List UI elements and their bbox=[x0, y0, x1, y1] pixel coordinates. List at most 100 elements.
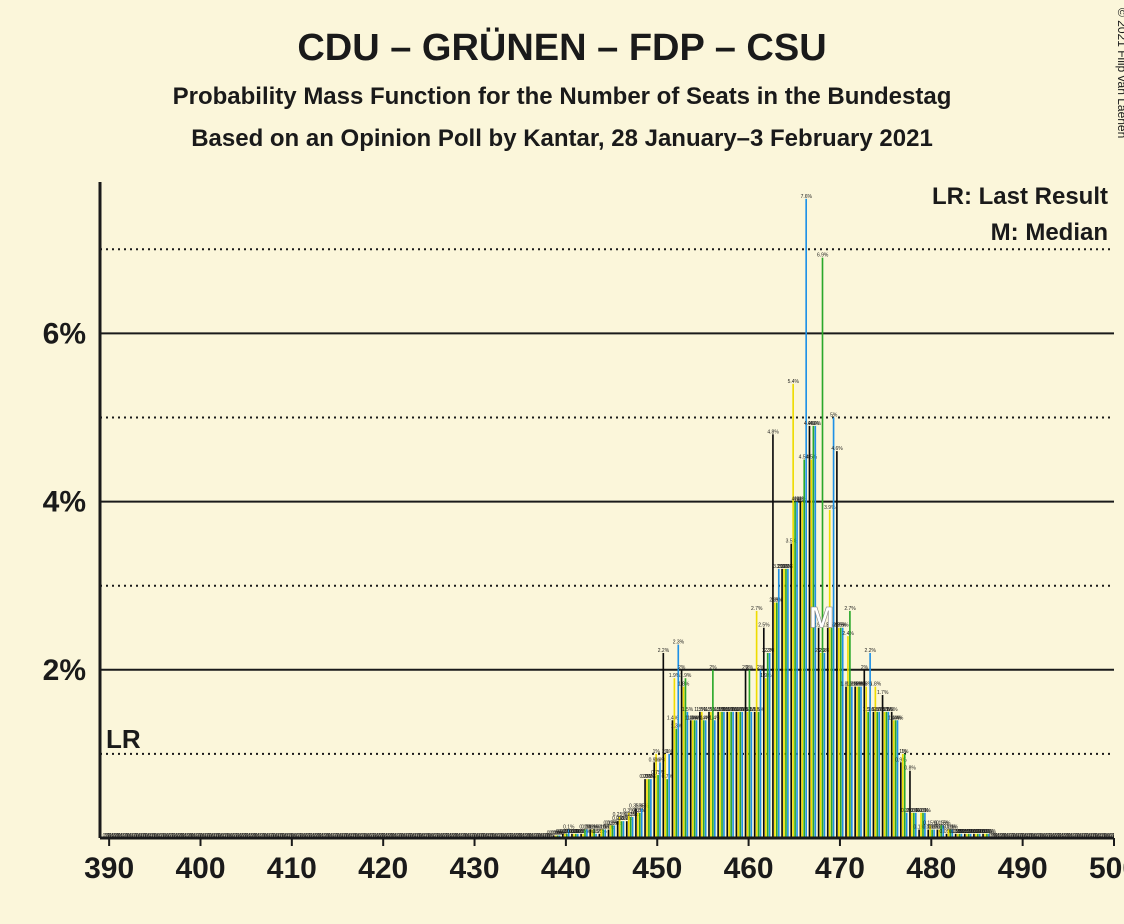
bar bbox=[818, 628, 820, 838]
bar bbox=[659, 762, 661, 838]
chart-subtitle-2: Based on an Opinion Poll by Kantar, 28 J… bbox=[191, 125, 933, 152]
bar bbox=[623, 821, 625, 838]
bar bbox=[699, 712, 701, 838]
bar bbox=[801, 502, 803, 838]
bar-value-label: 1.4% bbox=[892, 715, 904, 721]
bar-value-label: 5% bbox=[830, 412, 838, 418]
bar bbox=[639, 813, 641, 838]
bar-value-label: 1.8% bbox=[678, 682, 690, 688]
bar bbox=[685, 678, 687, 838]
last-result-marker: LR bbox=[106, 724, 141, 754]
bar bbox=[906, 813, 908, 838]
bar bbox=[719, 712, 721, 838]
bar bbox=[641, 809, 643, 838]
bar bbox=[632, 817, 634, 838]
bar bbox=[648, 779, 650, 838]
bar bbox=[895, 720, 897, 838]
bar bbox=[863, 670, 865, 838]
bar bbox=[690, 720, 692, 838]
bar bbox=[888, 712, 890, 838]
bar bbox=[811, 460, 813, 838]
bar bbox=[741, 712, 743, 838]
bar bbox=[827, 628, 829, 838]
bar bbox=[739, 712, 741, 838]
x-axis-tick-label: 440 bbox=[541, 852, 591, 885]
bar bbox=[882, 695, 884, 838]
pmf-bar-chart: CDU – GRÜNEN – FDP – CSU Probability Mass… bbox=[0, 0, 1124, 924]
x-axis-tick-label: 400 bbox=[175, 852, 225, 885]
bar-value-label: 4.8% bbox=[767, 429, 779, 435]
bar bbox=[662, 653, 664, 838]
bar bbox=[790, 544, 792, 838]
bar-value-label: 1.9% bbox=[680, 673, 692, 679]
bar bbox=[726, 712, 728, 838]
x-axis-tick-label: 470 bbox=[815, 852, 865, 885]
bar bbox=[840, 628, 842, 838]
y-axis-tick-label: 2% bbox=[43, 654, 86, 687]
bar bbox=[708, 712, 710, 838]
bar-value-label: 2.7% bbox=[751, 606, 763, 612]
bar bbox=[767, 653, 769, 838]
bar bbox=[860, 687, 862, 838]
bar bbox=[856, 687, 858, 838]
bar bbox=[792, 384, 794, 838]
bar bbox=[838, 628, 840, 838]
bar bbox=[736, 712, 738, 838]
bar bbox=[657, 775, 659, 838]
bar-value-label: 6.9% bbox=[817, 253, 829, 259]
bar bbox=[778, 569, 780, 838]
bar-value-label: 1.5% bbox=[682, 707, 694, 713]
bar bbox=[692, 720, 694, 838]
bar bbox=[769, 653, 771, 838]
chart-title: CDU – GRÜNEN – FDP – CSU bbox=[297, 26, 826, 69]
bar bbox=[717, 712, 719, 838]
bar bbox=[781, 569, 783, 838]
bar bbox=[655, 754, 657, 838]
bar bbox=[829, 510, 831, 838]
x-axis-tick-label: 500 bbox=[1089, 852, 1124, 885]
bar bbox=[721, 712, 723, 838]
chart-subtitle-1: Probability Mass Function for the Number… bbox=[173, 83, 952, 110]
bar bbox=[728, 712, 730, 838]
bar bbox=[626, 821, 628, 838]
bar-value-label: 4.6% bbox=[831, 446, 843, 452]
bar bbox=[745, 670, 747, 838]
bar bbox=[897, 720, 899, 838]
bar bbox=[849, 611, 851, 838]
bar bbox=[787, 569, 789, 838]
bar bbox=[712, 670, 714, 838]
copyright-label: © 2021 Filip van Laenen bbox=[1115, 8, 1124, 138]
bar bbox=[749, 670, 751, 838]
bar-value-label: 2.2% bbox=[865, 648, 877, 654]
bar bbox=[650, 779, 652, 838]
bar bbox=[723, 712, 725, 838]
bar bbox=[681, 670, 683, 838]
bar bbox=[845, 687, 847, 838]
x-axis-tick-label: 430 bbox=[450, 852, 500, 885]
bar bbox=[920, 813, 922, 838]
bar-value-label: 0.8% bbox=[904, 766, 916, 772]
bar bbox=[674, 678, 676, 838]
legend-last-result: LR: Last Result bbox=[932, 183, 1108, 210]
bar-value-label: 2% bbox=[746, 665, 754, 671]
bar bbox=[754, 712, 756, 838]
bar bbox=[703, 720, 705, 838]
bar bbox=[732, 712, 734, 838]
bar bbox=[805, 199, 807, 838]
bar bbox=[676, 729, 678, 838]
bar bbox=[796, 502, 798, 838]
bar bbox=[794, 502, 796, 838]
x-axis-tick-label: 480 bbox=[906, 852, 956, 885]
bar bbox=[902, 754, 904, 838]
bar-value-label: 4.9% bbox=[810, 421, 822, 427]
bar bbox=[637, 813, 639, 838]
bar bbox=[630, 817, 632, 838]
bar bbox=[672, 720, 674, 838]
bar bbox=[867, 712, 869, 838]
bar bbox=[747, 712, 749, 838]
bar bbox=[677, 645, 679, 838]
bar bbox=[842, 628, 844, 838]
bar bbox=[694, 720, 696, 838]
bar bbox=[822, 258, 824, 838]
bar-value-label: 2% bbox=[678, 665, 686, 671]
